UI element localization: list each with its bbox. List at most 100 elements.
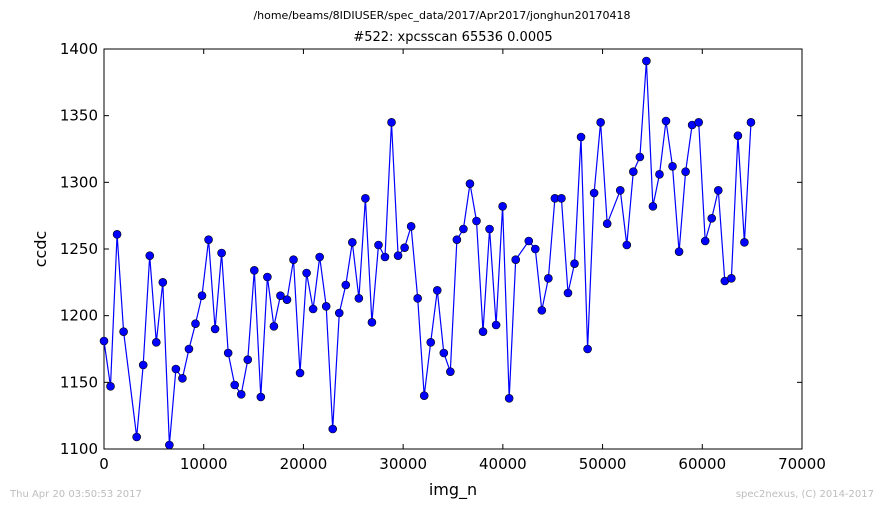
y-tick-label: 1200: [60, 307, 98, 325]
data-point: [184, 344, 194, 354]
data-point: [406, 222, 416, 231]
data-point: [380, 252, 390, 262]
y-tick-label: 1100: [60, 440, 98, 458]
x-tick-label: 50000: [579, 455, 627, 473]
x-tick-label: 10000: [180, 455, 228, 473]
data-point: [341, 280, 351, 290]
data-point: [727, 274, 736, 283]
data-point: [256, 392, 266, 402]
data-point: [321, 302, 331, 311]
data-point: [674, 247, 684, 256]
data-point: [655, 170, 664, 179]
data-point: [544, 274, 553, 283]
data-point: [217, 248, 226, 258]
data-point: [112, 230, 122, 239]
axis-labels: img_n ccdc: [31, 231, 477, 500]
data-point: [498, 202, 507, 211]
data-point: [132, 432, 141, 442]
data-point: [615, 186, 625, 195]
data-point: [648, 202, 658, 211]
data-point: [119, 327, 128, 336]
data-point: [374, 240, 383, 250]
data-point: [151, 338, 161, 347]
x-tick-label: 40000: [479, 455, 527, 473]
data-point: [413, 294, 422, 303]
y-tick-label: 1400: [60, 40, 98, 58]
footer-credit: spec2nexus, (C) 2014-2017: [735, 489, 874, 500]
x-axis-label: img_n: [429, 480, 477, 500]
data-point: [557, 194, 566, 203]
data-point: [171, 364, 181, 374]
data-point: [99, 336, 109, 346]
data-point: [295, 368, 305, 378]
data-point: [276, 291, 285, 300]
scan-title: #522: xpcsscan 65536 0.0005: [353, 30, 553, 45]
data-point: [700, 236, 710, 246]
y-axis-label: ccdc: [31, 231, 50, 268]
data-point: [661, 116, 671, 126]
data-point: [713, 186, 723, 195]
data-point: [387, 118, 396, 127]
data-series: [99, 56, 756, 450]
data-point: [668, 162, 677, 171]
data-point: [315, 252, 324, 262]
data-point: [393, 251, 403, 260]
data-point: [531, 244, 540, 254]
y-tick-label: 1350: [60, 107, 98, 125]
data-point: [361, 194, 370, 203]
data-point: [302, 268, 311, 278]
data-point: [432, 286, 442, 295]
data-point: [524, 236, 534, 246]
y-tick-label: 1300: [60, 173, 98, 191]
data-point: [478, 327, 488, 336]
data-point: [459, 224, 468, 234]
data-point: [681, 167, 690, 176]
data-point: [426, 338, 436, 347]
data-point: [570, 259, 579, 268]
data-point: [511, 255, 521, 264]
data-point: [289, 255, 298, 264]
data-point: [472, 216, 481, 226]
file-path-title: /home/beams/8IDIUSER/spec_data/2017/Apr2…: [253, 9, 631, 22]
axis-ticks: 0 10000 20000 30000 40000 50000 60000 70000 1100…: [60, 40, 826, 473]
data-point: [642, 56, 651, 66]
series-line: [103, 60, 752, 446]
data-point: [485, 224, 494, 234]
data-point: [210, 324, 220, 334]
data-point: [740, 238, 749, 247]
data-point: [439, 348, 449, 358]
data-point: [367, 318, 377, 327]
data-point: [419, 391, 429, 400]
data-point: [106, 382, 115, 391]
data-point: [635, 152, 645, 162]
data-point: [452, 235, 462, 244]
data-point: [328, 424, 338, 434]
data-point: [596, 118, 605, 127]
data-point: [223, 348, 233, 358]
data-point: [491, 320, 501, 330]
data-point: [282, 295, 292, 304]
data-point: [537, 306, 547, 315]
data-point: [576, 132, 586, 142]
data-point: [197, 291, 207, 300]
data-point: [707, 214, 717, 223]
data-point: [334, 308, 344, 318]
data-point: [602, 219, 612, 228]
data-point: [348, 238, 357, 247]
x-tick-label: 0: [99, 455, 109, 473]
y-tick-label: 1250: [60, 240, 98, 258]
data-point: [733, 131, 743, 140]
data-point: [354, 294, 364, 303]
data-point: [243, 355, 253, 364]
data-point: [138, 360, 148, 370]
data-point: [178, 374, 187, 383]
data-point: [191, 319, 200, 328]
data-point: [622, 240, 632, 250]
y-tick-label: 1150: [60, 373, 98, 391]
data-point: [230, 380, 239, 390]
data-point: [563, 288, 573, 298]
data-point: [746, 118, 756, 127]
data-point: [400, 243, 409, 252]
data-point: [249, 266, 259, 275]
